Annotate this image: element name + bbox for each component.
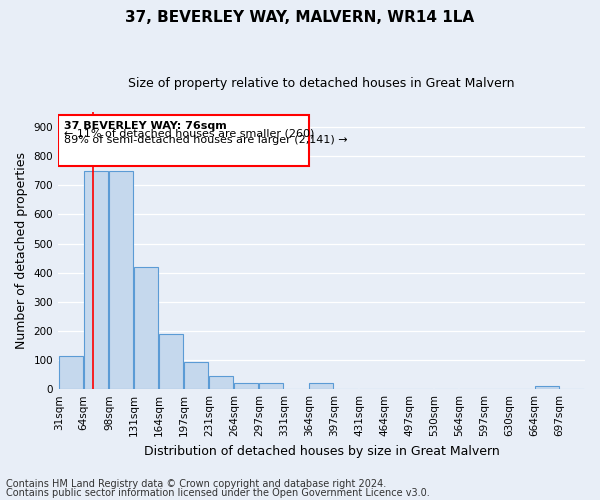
Bar [535,386,559,389]
Bar [309,384,334,389]
Bar [259,383,283,389]
Text: Contains HM Land Registry data © Crown copyright and database right 2024.: Contains HM Land Registry data © Crown c… [6,479,386,489]
Text: ← 11% of detached houses are smaller (260): ← 11% of detached houses are smaller (26… [64,128,314,138]
Bar [184,362,208,389]
Text: 37 BEVERLEY WAY: 76sqm: 37 BEVERLEY WAY: 76sqm [64,120,227,130]
Bar [83,170,108,389]
Bar [58,116,309,166]
Bar [134,267,158,389]
Bar [59,356,83,389]
Y-axis label: Number of detached properties: Number of detached properties [15,152,28,350]
Title: Size of property relative to detached houses in Great Malvern: Size of property relative to detached ho… [128,78,515,90]
Bar [209,376,233,389]
Text: 89% of semi-detached houses are larger (2,141) →: 89% of semi-detached houses are larger (… [64,135,347,145]
Bar [234,383,258,389]
Text: Contains public sector information licensed under the Open Government Licence v3: Contains public sector information licen… [6,488,430,498]
X-axis label: Distribution of detached houses by size in Great Malvern: Distribution of detached houses by size … [143,444,499,458]
Bar [159,334,183,389]
Text: 37, BEVERLEY WAY, MALVERN, WR14 1LA: 37, BEVERLEY WAY, MALVERN, WR14 1LA [125,10,475,25]
Bar [109,170,133,389]
